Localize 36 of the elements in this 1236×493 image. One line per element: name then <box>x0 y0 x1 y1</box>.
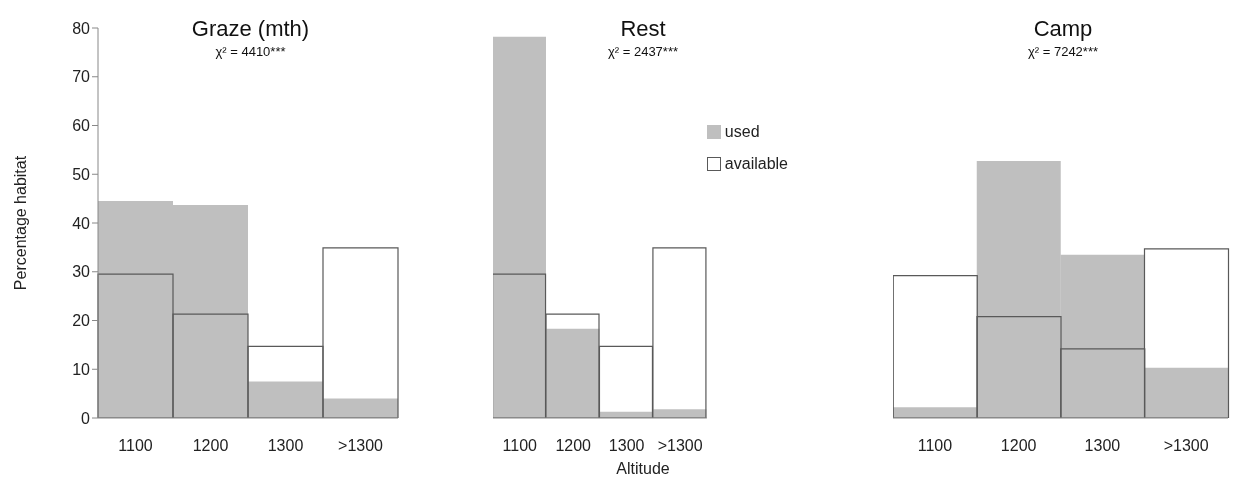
text: χ² = 7242*** <box>1026 44 1100 59</box>
chart-title: Rest <box>619 16 667 42</box>
text: χ² = 4410*** <box>214 44 287 59</box>
x-tick-label: 1100 <box>917 437 953 455</box>
x-tick-label: 1300 <box>267 437 304 455</box>
y-axis-title: Percentage habitat <box>11 155 29 291</box>
y-tick-label: 20 <box>72 312 91 330</box>
y-tick-label: 60 <box>72 117 91 135</box>
x-tick-label: >1300 <box>1163 437 1209 455</box>
x-tick-label: 1200 <box>192 437 229 455</box>
y-tick-label: 50 <box>72 165 91 183</box>
x-tick-label: 1300 <box>608 437 645 455</box>
legend-label: available <box>724 155 788 173</box>
x-axis-title: Altitude <box>615 460 671 478</box>
x-tick-label: 1100 <box>118 437 153 455</box>
bar <box>546 328 600 418</box>
x-tick-label: 1100 <box>502 437 538 455</box>
bar <box>893 407 977 418</box>
x-tick-label: 1200 <box>555 437 592 455</box>
x-tick-label: 1300 <box>1084 437 1121 455</box>
text: χ² = 2437*** <box>606 44 680 59</box>
y-tick-label: 70 <box>72 68 91 86</box>
chart-title: Graze (mth) <box>190 16 311 42</box>
x-tick-label: >1300 <box>657 437 703 455</box>
y-tick-label: 80 <box>72 19 91 37</box>
bar <box>493 36 546 418</box>
y-tick-label: 10 <box>72 360 91 378</box>
y-tick-label: 30 <box>72 263 91 281</box>
y-tick-label: 0 <box>81 409 91 427</box>
y-tick-label: 40 <box>72 214 91 232</box>
chart-title: Camp <box>1032 16 1094 42</box>
bar <box>323 398 398 418</box>
bar <box>248 381 323 418</box>
x-tick-label: >1300 <box>338 437 384 455</box>
legend-label: used <box>724 123 760 141</box>
x-tick-label: 1200 <box>1000 437 1037 455</box>
